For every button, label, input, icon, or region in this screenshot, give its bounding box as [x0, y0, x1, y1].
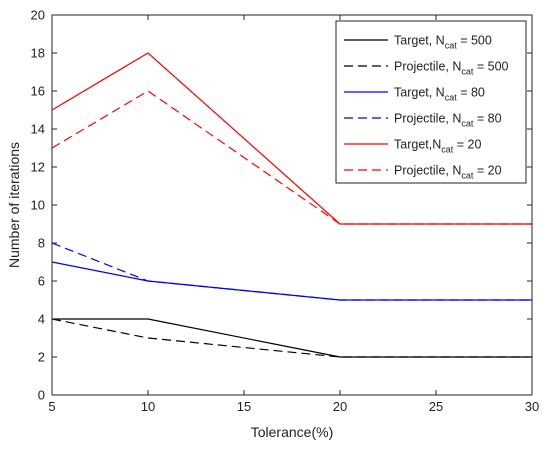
legend-box	[335, 20, 527, 184]
y-tick-label: 18	[31, 46, 45, 61]
y-tick-label: 16	[31, 84, 45, 99]
legend: Target, Ncat = 500 Projectile, Ncat = 500…	[335, 20, 527, 184]
y-tick-label: 8	[38, 236, 45, 251]
x-tick-label: 5	[48, 399, 55, 414]
x-tick-label: 20	[333, 399, 347, 414]
y-tick-label: 14	[31, 122, 45, 137]
legend-label-5: Target,Ncat = 20	[394, 138, 481, 155]
series-line-2	[51, 318, 532, 358]
legend-label-3: Target, Ncat = 80	[394, 86, 485, 103]
y-tick-label: 2	[38, 350, 45, 365]
plot-frame	[51, 14, 533, 396]
series-line-4	[51, 242, 532, 301]
x-tick-label: 25	[429, 399, 443, 414]
series-layer	[51, 52, 532, 358]
y-tick-label: 4	[38, 312, 45, 327]
series-line-6	[51, 90, 532, 225]
x-tick-label: 10	[141, 399, 155, 414]
y-tick-label: 10	[31, 198, 45, 213]
legend-label-6: Projectile, Ncat = 20	[394, 164, 502, 181]
x-axis-label: Tolerance(%)	[251, 424, 333, 440]
legend-label-2: Projectile, Ncat = 500	[394, 60, 509, 77]
legend-label-1: Target, Ncat = 500	[394, 34, 492, 51]
tick-layer: 5 10 15 20 25 30 0 2 4 6 8 10 12 14 16 18 20	[31, 8, 540, 415]
y-tick-label: 6	[38, 274, 45, 289]
x-tick-label: 15	[237, 399, 251, 414]
x-tick-label: 30	[525, 399, 539, 414]
y-tick-label: 0	[38, 388, 45, 403]
y-tick-label: 12	[31, 160, 45, 175]
legend-label-4: Projectile, Ncat = 80	[394, 112, 502, 129]
y-tick-label: 20	[31, 8, 45, 23]
y-axis-label: Number of iterations	[6, 142, 22, 268]
